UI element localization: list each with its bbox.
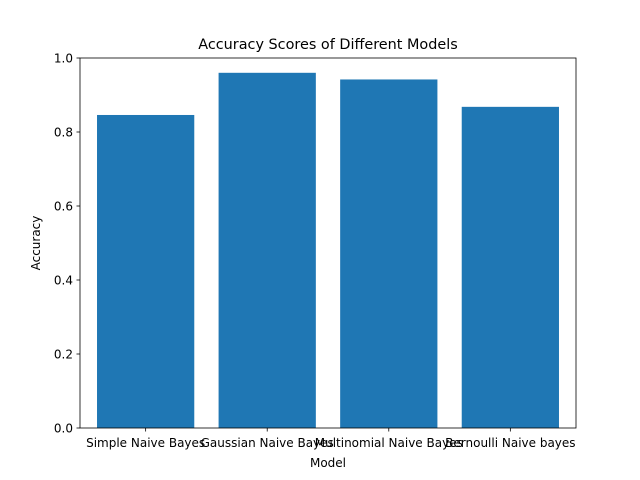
y-tick-label: 0.2: [54, 347, 73, 361]
bars-group: [97, 72, 559, 429]
y-tick-label: 0.6: [54, 199, 73, 213]
y-axis-ticks: 0.0 0.2 0.4 0.6 0.8 1.0: [54, 51, 80, 435]
bar-1: [218, 72, 316, 429]
bar-3: [461, 106, 559, 428]
bar-2: [340, 79, 438, 429]
y-tick-label: 0.4: [54, 273, 73, 287]
y-axis-label: Accuracy: [29, 216, 43, 271]
x-tick-label: Multinomial Naive Bayes: [315, 436, 463, 450]
plot-frame: [79, 57, 577, 429]
y-tick-label: 0.8: [54, 125, 73, 139]
x-tick-label: Bernoulli Naive bayes: [445, 436, 575, 450]
x-tick-label: Gaussian Naive Bayes: [201, 436, 334, 450]
x-axis-label: Model: [310, 456, 346, 470]
y-tick-label: 1.0: [54, 51, 73, 65]
chart-title: Accuracy Scores of Different Models: [198, 37, 457, 53]
bar-0: [97, 114, 195, 428]
x-tick-label: Simple Naive Bayes: [86, 436, 205, 450]
y-tick-label: 0.0: [54, 421, 73, 435]
